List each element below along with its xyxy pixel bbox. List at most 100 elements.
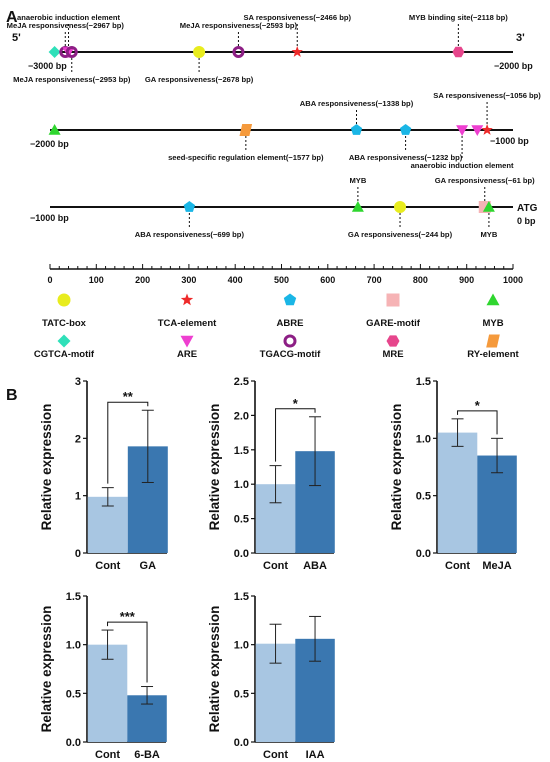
legend-label: ARE [177, 349, 197, 360]
scale-tick-label: 500 [274, 275, 289, 285]
promoter-row-3: −1000 bp ATG 0 bp ABA responsiveness(−699 b… [30, 176, 538, 239]
scale-tick-label: 0 [47, 275, 52, 285]
scale-bar: 0 100 200 300 400 500 600 700 800 900 1000 [47, 264, 523, 285]
legend-item-ry-element: RY-element [467, 334, 520, 360]
legend-label: CGTCA-motif [34, 349, 95, 360]
y-axis-title: Relative expression [39, 404, 54, 531]
significance-marker: * [475, 398, 481, 413]
element-label: MeJA responsiveness(−2953 bp) [13, 75, 131, 84]
significance-marker: ** [123, 389, 134, 404]
significance-bracket [107, 621, 148, 683]
element-label: GA responsiveness(−2678 bp) [145, 75, 254, 84]
row-start-label: −3000 bp [28, 61, 67, 71]
y-tick-label: 1.0 [234, 479, 249, 491]
abre-marker [183, 201, 196, 212]
element-label: MeJA responsiveness(−2967 bp) [7, 21, 125, 30]
x-tick-label: Cont [263, 749, 288, 761]
y-tick-label: 1.5 [66, 591, 81, 603]
panel-a-label: A [6, 9, 18, 26]
myb-marker [48, 124, 61, 135]
scale-tick-label: 400 [228, 275, 243, 285]
promoter-row-1: 5' 3' −3000 bp −2000 bp MeJA responsiveness(… [7, 13, 534, 84]
scale-tick-label: 200 [135, 275, 150, 285]
y-axis-title: Relative expression [207, 606, 222, 733]
significance-marker: *** [120, 609, 136, 624]
legend-item-cgtca-motif: CGTCA-motif [34, 334, 95, 360]
tgacg-motif-marker [65, 46, 78, 58]
row-start-label: −2000 bp [30, 139, 69, 149]
abre-marker [399, 124, 412, 135]
scale-tick-label: 900 [459, 275, 474, 285]
bar-cont [437, 432, 478, 553]
y-axis-title: Relative expression [207, 404, 222, 531]
bar-chart-5: 0.0 0.5 1.0 1.5 Relative expression Cont IAA [207, 591, 335, 761]
legend-item-tatc-box: TATC-box [42, 293, 87, 329]
element-label: MYB binding site(−2118 bp) [409, 13, 508, 22]
legend-label: TCA-element [158, 318, 217, 329]
y-tick-label: 1.0 [66, 640, 81, 652]
promoter-row-2: −2000 bp −1000 bp seed-specific regulation… [30, 91, 541, 170]
element-label: MeJA responsiveness(−2593 bp) [180, 21, 298, 30]
promoter-map: 5' 3' −3000 bp −2000 bp MeJA responsiveness(… [7, 13, 542, 239]
scale-tick-label: 300 [181, 275, 196, 285]
are-marker [456, 125, 469, 136]
row-end-label: −2000 bp [494, 61, 533, 71]
y-tick-label: 1.5 [234, 445, 249, 457]
row-end-label: 0 bp [517, 216, 536, 226]
legend-item-abre: ABRE [277, 293, 304, 329]
legend-item-myb: MYB [482, 293, 504, 329]
element-label: MYB [480, 230, 497, 239]
tgacg-motif-marker [283, 334, 297, 348]
myb-marker [351, 201, 364, 212]
y-tick-label: 1.5 [234, 591, 249, 603]
y-axis-title: Relative expression [389, 404, 404, 531]
legend-label: GARE-motif [366, 318, 421, 329]
mre-marker [386, 335, 400, 347]
y-tick-label: 0.0 [66, 737, 81, 749]
y-tick-label: 2.5 [234, 376, 249, 388]
cgtca-motif-marker [57, 334, 71, 348]
scale-tick-label: 800 [413, 275, 428, 285]
x-tick-label: 6-BA [134, 749, 160, 761]
element-label: GA responsiveness(−244 bp) [348, 230, 453, 239]
x-tick-label: Cont [95, 749, 120, 761]
tatc-box-marker [394, 201, 407, 213]
y-tick-label: 0.5 [234, 688, 249, 700]
five-prime-label: 5' [12, 32, 21, 44]
element-label: SA responsiveness(−2466 bp) [243, 13, 351, 22]
bar-chart-4: 0.0 0.5 1.0 1.5 Relative expression Cont 6-BA *… [39, 591, 167, 761]
myb-marker [482, 201, 495, 212]
y-axis-title: Relative expression [39, 606, 54, 733]
tca-element-marker [481, 124, 493, 135]
element-label: anaerobic induction element [411, 161, 514, 170]
tatc-box-marker [193, 46, 206, 58]
element-label: anaerobic induction element [17, 13, 120, 22]
legend-label: TATC-box [42, 318, 87, 329]
element-label: SA responsiveness(−1056 bp) [433, 91, 541, 100]
x-tick-label: Cont [95, 560, 120, 572]
scale-tick-label: 1000 [503, 275, 523, 285]
significance-bracket [457, 410, 498, 435]
x-tick-label: ABA [303, 560, 327, 572]
legend-item-tgacg-motif: TGACG-motif [260, 334, 321, 360]
significance-bracket [275, 408, 316, 462]
x-tick-label: IAA [306, 749, 325, 761]
row-start-label: −1000 bp [30, 213, 69, 223]
myb-marker [486, 293, 500, 306]
tatc-box-marker [57, 293, 71, 307]
y-tick-label: 1.0 [416, 433, 431, 445]
y-tick-label: 0.5 [66, 688, 81, 700]
three-prime-label: 3' [516, 32, 525, 44]
bar-cont [87, 644, 128, 742]
y-tick-label: 0 [75, 548, 81, 560]
bar-chart-2: 0.0 0.5 1.0 1.5 2.0 2.5 Relative expression Con… [207, 376, 335, 572]
legend-label: ABRE [277, 318, 304, 329]
y-tick-label: 0.5 [416, 491, 431, 503]
x-tick-label: MeJA [482, 560, 511, 572]
panel-b-label: B [6, 387, 18, 404]
y-tick-label: 3 [75, 376, 81, 388]
row-end-label: −1000 bp [490, 136, 529, 146]
tca-element-marker [180, 293, 194, 306]
